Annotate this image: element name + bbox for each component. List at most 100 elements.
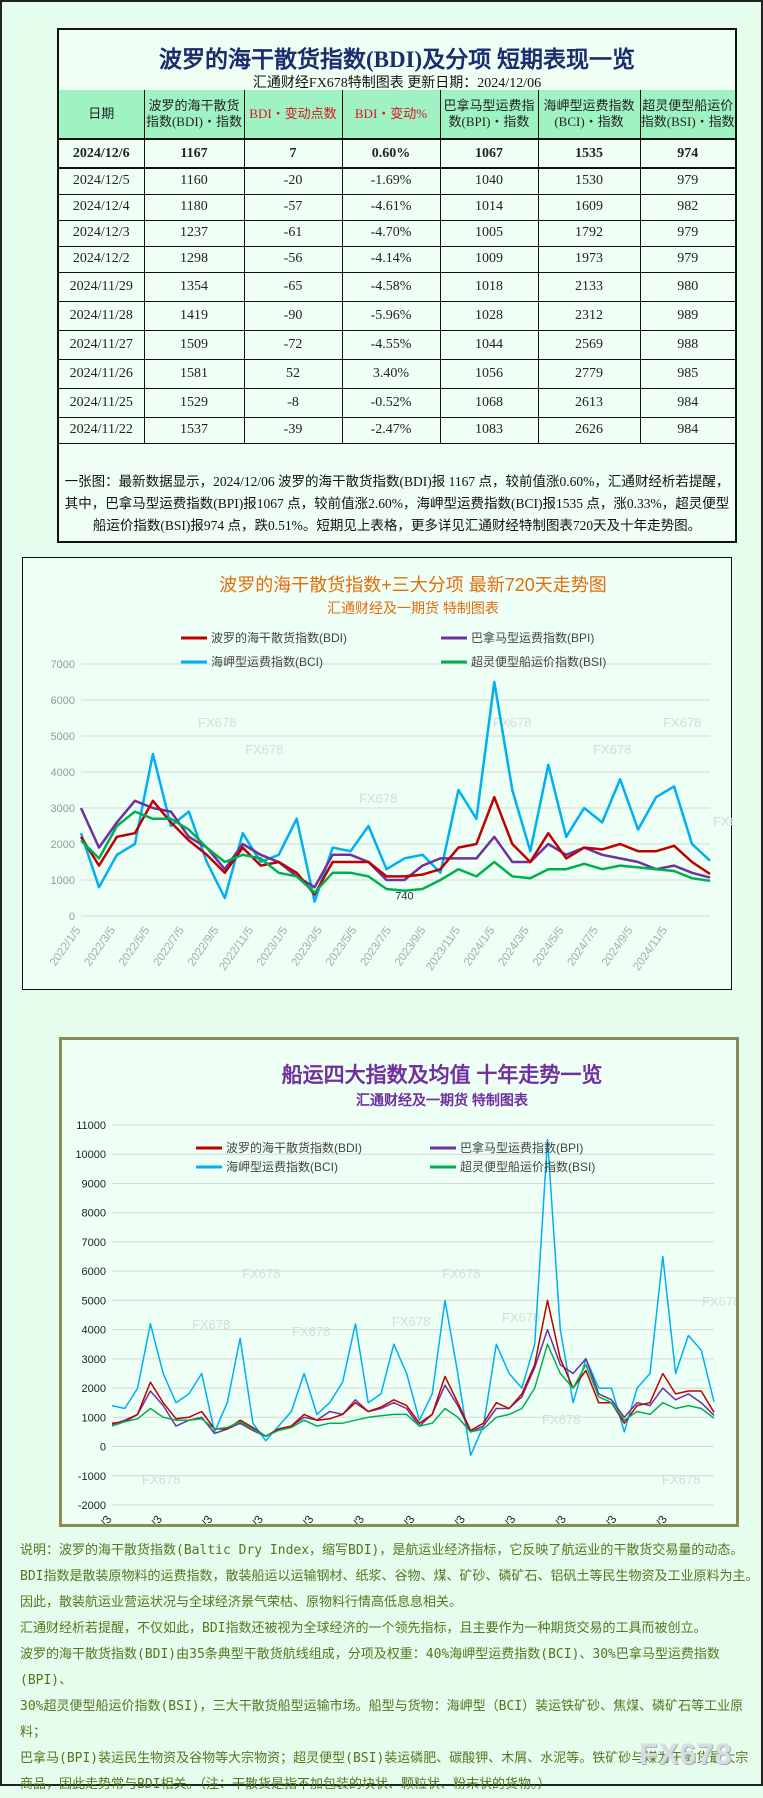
x-tick-label: 2023/9/5 — [393, 925, 429, 969]
table-row: 2024/12/3 1237 -61 -4.70% 1005 1792 979 — [59, 220, 735, 247]
table-row: 2024/11/27 1509 -72 -4.55% 1044 2569 988 — [59, 330, 735, 360]
legend-label: 波罗的海干散货指数(BDI) — [211, 630, 347, 645]
table-cell: 2024/11/26 — [59, 359, 144, 389]
y-tick-label: 1000 — [51, 875, 75, 887]
x-tick-label: 2021/1/3 — [483, 1514, 519, 1524]
x-tick-label: 2023/5/5 — [324, 925, 360, 969]
description-line: 汇通财经析若提醒，不仅如此，BDI指数还被视为全球经济的一个领先指标，且主要作为… — [20, 1621, 707, 1636]
series-line-bpi — [111, 1328, 715, 1438]
y-tick-label: 3000 — [82, 1354, 106, 1366]
description-line: 波罗的海干散货指数(BDI)由35条典型干散货航线组成，分项及权重：40%海岬型… — [20, 1647, 720, 1688]
table-cell: 2024/11/28 — [59, 301, 144, 331]
table-title: 波罗的海干散货指数(BDI)及分项 短期表现一览 — [159, 47, 635, 72]
table-cell: -56 — [243, 246, 342, 273]
y-tick-label: 6000 — [82, 1266, 106, 1278]
y-tick-label: 1000 — [82, 1412, 106, 1424]
table-cell: 1509 — [143, 330, 244, 360]
y-tick-label: 7000 — [51, 659, 75, 671]
x-tick-label: 2017/1/3 — [281, 1514, 317, 1524]
x-tick-label: 2020/1/3 — [432, 1514, 468, 1524]
y-tick-label: 5000 — [82, 1295, 106, 1307]
x-tick-label: 2023/11/5 — [424, 925, 463, 973]
x-tick-label: 2023/7/5 — [358, 925, 394, 969]
table-cell: 988 — [639, 330, 735, 360]
x-tick-label: 2016/1/3 — [230, 1514, 266, 1524]
table-cell: -4.58% — [341, 272, 440, 302]
watermark: FX678 — [142, 1472, 180, 1487]
y-tick-label: 4000 — [82, 1325, 106, 1337]
watermark: FX678 — [662, 1472, 700, 1487]
table-cell: 1973 — [537, 246, 640, 273]
table-cell: 1581 — [143, 359, 244, 389]
x-tick-label: 2024/11/5 — [631, 925, 670, 973]
x-tick-label: 2022/11/5 — [217, 925, 256, 973]
table-cell: 1044 — [439, 330, 538, 360]
description-line: BDI指数是散装原物料的运费指数，散装船运以运输钢材、纸浆、谷物、煤、矿砂、磷矿… — [20, 1569, 759, 1584]
table-cell: 1028 — [439, 301, 538, 331]
table-cell: 2024/12/2 — [59, 246, 144, 273]
table-cell: -4.70% — [341, 220, 440, 247]
y-tick-label: 7000 — [82, 1237, 106, 1249]
table-cell: 2613 — [537, 388, 640, 418]
table-cell: -57 — [243, 194, 342, 221]
table-cell: 2626 — [537, 417, 640, 444]
table-cell: 2024/11/29 — [59, 272, 144, 302]
y-tick-label: -1000 — [78, 1471, 106, 1483]
watermark: FX678 — [493, 715, 531, 730]
x-tick-label: 2024/1/5 — [462, 925, 498, 969]
table-cell: -39 — [243, 417, 342, 444]
y-tick-label: 9000 — [82, 1178, 106, 1190]
watermark: FX678 — [542, 1412, 580, 1427]
table-cell: 2779 — [537, 359, 640, 389]
table-cell: 2024/11/22 — [59, 417, 144, 444]
table-cell: 1160 — [143, 168, 244, 195]
x-tick-label: 2022/7/5 — [151, 925, 187, 969]
table-cell: -2.47% — [341, 417, 440, 444]
table-cell: 2024/11/25 — [59, 388, 144, 418]
y-tick-label: 0 — [100, 1442, 106, 1454]
table-cell: 3.40% — [341, 359, 440, 389]
column-header: 波罗的海干散货指数(BDI)・指数 — [143, 90, 244, 140]
table-cell: 1298 — [143, 246, 244, 273]
table-cell: -8 — [243, 388, 342, 418]
y-tick-label: 11000 — [76, 1120, 106, 1132]
table-row: 2024/11/25 1529 -8 -0.52% 1068 2613 984 — [59, 388, 735, 418]
table-cell: 1419 — [143, 301, 244, 331]
chart-title: 船运四大指数及均值 十年走势一览 — [282, 1063, 603, 1087]
x-tick-label: 2015/1/3 — [180, 1514, 216, 1524]
chart-title: 波罗的海干散货指数+三大分项 最新720天走势图 — [219, 575, 607, 595]
y-tick-label: 10000 — [75, 1149, 106, 1161]
legend-label: 海岬型运费指数(BCI) — [211, 654, 323, 669]
watermark: FX678 — [502, 1310, 540, 1325]
table-cell: 980 — [639, 272, 735, 302]
table-cell: 1537 — [143, 417, 244, 444]
table-row: 2024/11/26 1581 52 3.40% 1056 2779 985 — [59, 359, 735, 389]
x-tick-label: 2024/3/5 — [496, 925, 532, 969]
watermark: FX678 — [442, 1266, 480, 1281]
chart-ten-year: 船运四大指数及均值 十年走势一览汇通财经及一期货 特制图表 -2000 -1000 0… — [59, 1037, 740, 1557]
chart-subtitle: 汇通财经及一期货 特制图表 — [356, 1092, 529, 1108]
chart-720-day: 波罗的海干散货指数+三大分项 最新720天走势图 汇通财经及一期货 特制图表 0 10… — [22, 557, 751, 990]
table-cell: -0.52% — [341, 388, 440, 418]
table-row: 2024/11/22 1537 -39 -2.47% 1083 2626 984 — [59, 417, 735, 444]
y-tick-label: 3000 — [51, 803, 75, 815]
table-cell: 982 — [639, 194, 735, 221]
y-tick-label: -2000 — [78, 1500, 106, 1512]
column-header: BDI・变动% — [341, 90, 440, 140]
x-tick-label: 2022/9/5 — [186, 925, 222, 969]
x-tick-label: 2019/1/3 — [382, 1514, 418, 1524]
watermark: FX678 — [292, 1324, 330, 1339]
table-cell: 1068 — [439, 388, 538, 418]
table-cell: 979 — [639, 220, 735, 247]
column-header: 巴拿马型运费指数(BPI)・指数 — [439, 90, 538, 140]
description: 说明：波罗的海干散货指数(Baltic Dry Index，缩写BDI)，是航运… — [20, 1538, 760, 1798]
table-cell: 2024/12/6 — [59, 139, 144, 169]
y-tick-label: 6000 — [51, 695, 75, 707]
table-cell: 0.60% — [341, 139, 440, 169]
legend-label: 巴拿马型运费指数(BPI) — [471, 630, 594, 645]
y-tick-label: 2000 — [82, 1383, 106, 1395]
table-row: 2024/12/6 1167 7 0.60% 1067 1535 974 — [59, 139, 735, 169]
x-tick-label: 2022/1/5 — [48, 925, 84, 969]
table-row: 2024/12/2 1298 -56 -4.14% 1009 1973 979 — [59, 246, 735, 273]
